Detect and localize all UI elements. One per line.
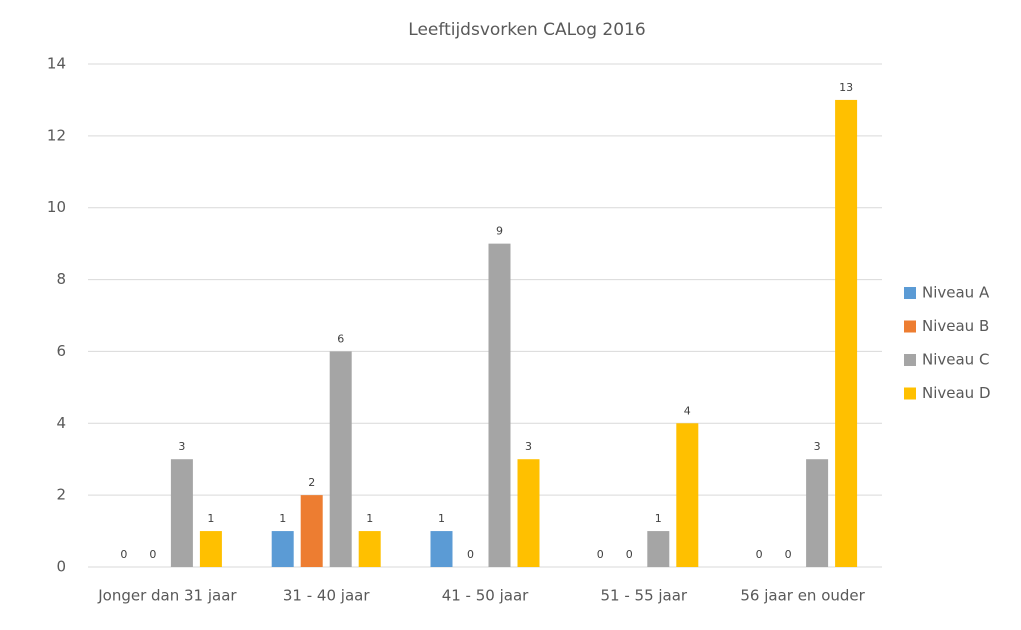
value-label: 0 [467, 548, 474, 561]
bar [517, 459, 540, 567]
value-label: 3 [178, 440, 185, 453]
value-label: 1 [438, 512, 445, 525]
value-label: 1 [655, 512, 662, 525]
value-label: 1 [279, 512, 286, 525]
value-label: 6 [337, 332, 344, 345]
bar [488, 243, 511, 567]
value-label: 0 [756, 548, 763, 561]
legend-swatch [904, 354, 916, 366]
value-label: 0 [120, 548, 127, 561]
bar [806, 459, 829, 567]
x-tick-label: 56 jaar en ouder [740, 587, 865, 605]
value-label: 4 [684, 404, 691, 417]
value-label: 0 [149, 548, 156, 561]
y-tick-label: 10 [47, 198, 66, 216]
y-tick-label: 0 [56, 558, 66, 576]
legend-label: Niveau D [922, 384, 991, 402]
legend-swatch [904, 320, 916, 333]
chart-title: Leeftijdsvorken CALog 2016 [408, 20, 645, 40]
value-label: 2 [308, 476, 315, 489]
value-label: 1 [207, 512, 214, 525]
y-tick-label: 4 [56, 414, 66, 432]
legend-swatch [904, 387, 916, 400]
bar [300, 495, 323, 567]
value-label: 1 [366, 512, 373, 525]
legend-label: Niveau A [922, 284, 990, 302]
bar [329, 351, 352, 567]
legend-swatch [904, 287, 916, 299]
y-tick-label: 6 [56, 342, 66, 360]
value-label: 0 [785, 548, 792, 561]
x-tick-label: 41 - 50 jaar [442, 587, 529, 605]
bar [647, 531, 670, 567]
value-label: 0 [597, 548, 604, 561]
value-label: 0 [626, 548, 633, 561]
bar [676, 423, 699, 567]
y-tick-label: 14 [47, 55, 66, 73]
bar [835, 99, 858, 567]
value-label: 3 [525, 440, 532, 453]
bar [170, 459, 193, 567]
y-tick-label: 2 [56, 486, 66, 504]
x-tick-label: Jonger dan 31 jaar [97, 587, 237, 605]
value-label: 13 [839, 81, 853, 94]
x-tick-label: 31 - 40 jaar [283, 587, 370, 605]
legend-label: Niveau C [922, 351, 989, 369]
legend-label: Niveau B [922, 317, 989, 335]
bar [199, 531, 222, 567]
x-tick-label: 51 - 55 jaar [600, 587, 687, 605]
value-label: 3 [814, 440, 821, 453]
bar [271, 531, 294, 567]
bar [430, 531, 453, 567]
value-label: 9 [496, 225, 503, 238]
y-tick-label: 8 [56, 270, 66, 288]
y-tick-label: 12 [47, 126, 66, 144]
bar [358, 531, 381, 567]
